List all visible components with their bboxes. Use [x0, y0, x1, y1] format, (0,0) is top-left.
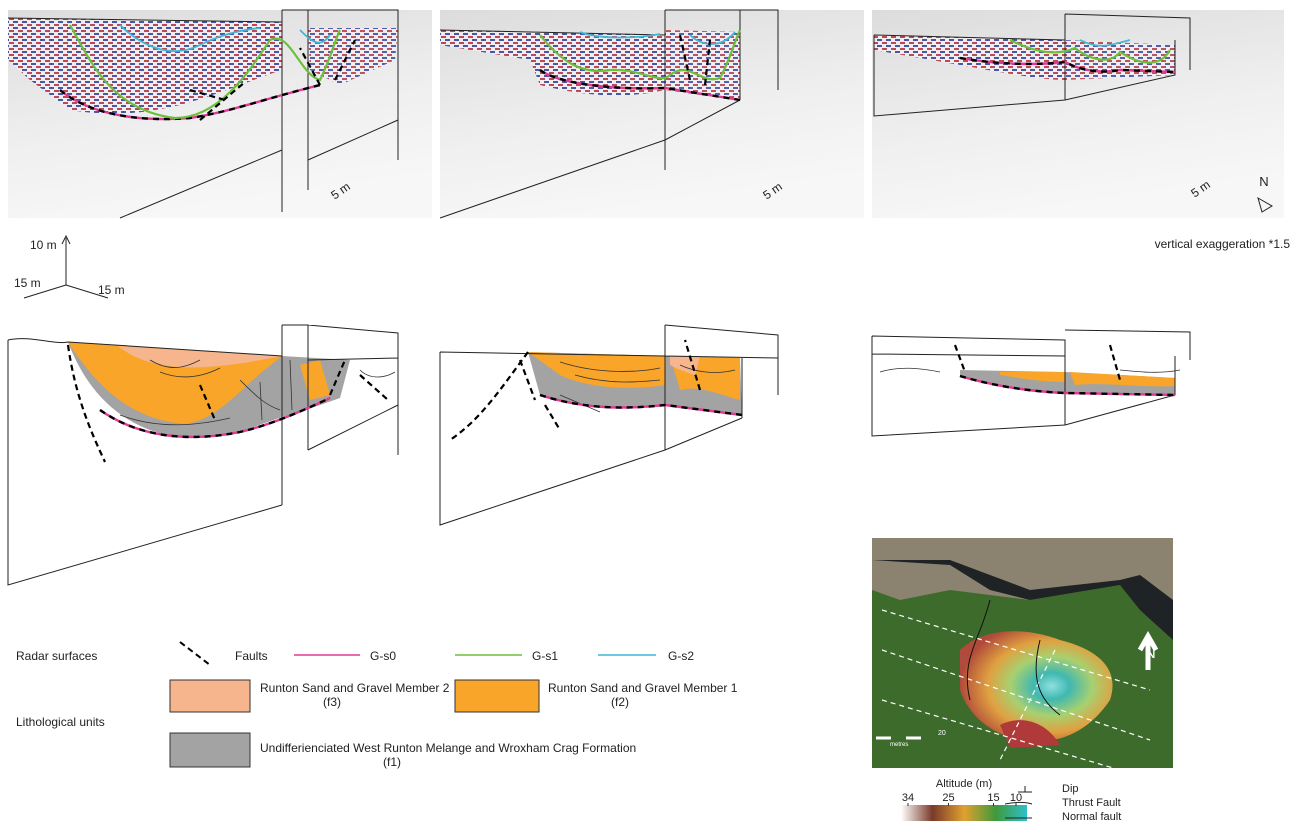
legend-code: (f1) — [383, 755, 401, 769]
legend-swatch — [170, 733, 250, 767]
legend-symbol — [180, 642, 210, 665]
radar-panel: 5 m — [8, 10, 432, 218]
legend-code: (f3) — [323, 695, 341, 709]
interpretation-panel — [8, 325, 398, 585]
legend-label: Runton Sand and Gravel Member 1 — [548, 681, 738, 695]
radar-panel: 5 m — [440, 10, 864, 218]
axis-label: 15 m — [98, 283, 125, 297]
legend-label: Undifferienciated West Runton Melange an… — [260, 741, 636, 755]
interpretation-panel — [872, 330, 1190, 436]
legend-label: G-s2 — [668, 649, 694, 663]
symbol-label: Dip — [1062, 783, 1079, 795]
colorbar-title: Altitude (m) — [936, 778, 992, 790]
legend-label: Faults — [235, 649, 268, 663]
map-scale-value: 20 — [938, 730, 946, 737]
legend-label: G-s0 — [370, 649, 396, 663]
map-north: N — [1144, 645, 1156, 662]
legend-label: Runton Sand and Gravel Member 2 — [260, 681, 450, 695]
radar-panel: 5 m N — [872, 10, 1284, 218]
colorbar-tick-label: 34 — [902, 792, 914, 804]
interpretation-panel — [440, 325, 778, 525]
legend-label: G-s1 — [532, 649, 558, 663]
location-map: N 20 metres — [872, 538, 1173, 770]
map-scale-unit: metres — [890, 742, 908, 748]
legend-swatch — [455, 680, 539, 712]
symbol-label: Normal fault — [1062, 811, 1121, 823]
axes-gizmo: 10 m 15 m 15 m — [14, 236, 125, 298]
legend-heading: Lithological units — [16, 715, 105, 729]
legend-heading: Radar surfaces — [16, 649, 97, 663]
colorbar-tick-label: 15 — [987, 792, 999, 804]
legend-code: (f2) — [611, 695, 629, 709]
north-label: N — [1259, 174, 1268, 189]
figure: 5 m 5 m 5 m N vertical exaggeration *1.5… — [0, 0, 1293, 823]
legend: Radar surfaces Faults G-s0 G-s1 G-s2 Lit… — [16, 642, 738, 769]
axis-label: 15 m — [14, 276, 41, 290]
exaggeration-note: vertical exaggeration *1.5 — [1155, 237, 1291, 251]
symbol-label: Thrust Fault — [1062, 797, 1121, 809]
colorbar-tick-label: 25 — [942, 792, 954, 804]
axis-label: 10 m — [30, 238, 57, 252]
legend-swatch — [170, 680, 250, 712]
